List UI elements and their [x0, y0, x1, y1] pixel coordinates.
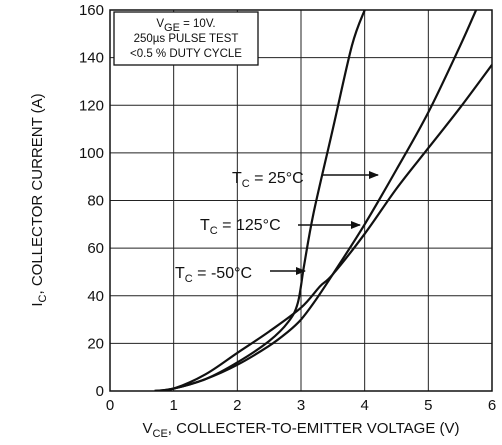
y-tick-label-1: 20	[87, 335, 104, 352]
x-tick-label-3: 3	[297, 397, 305, 414]
y-axis-title: IC, COLLECTOR CURRENT (A)	[29, 93, 49, 306]
x-tick-label-0: 0	[106, 397, 114, 414]
annotation-tc-minus-50c: TC = -50°C	[175, 265, 252, 285]
annotation-tc-125c: TC = 125°C	[200, 217, 281, 237]
conditions-line-2: <0.5 % DUTY CYCLE	[130, 48, 242, 60]
grid	[110, 10, 492, 391]
x-tick-label-2: 2	[233, 397, 241, 414]
y-tick-label-0: 0	[96, 383, 104, 400]
y-tick-label-8: 160	[79, 2, 104, 19]
y-tick-label-5: 100	[79, 145, 104, 162]
y-tick-label-7: 140	[79, 50, 104, 67]
annotation-tc-25c: TC = 25°C	[232, 170, 304, 190]
y-tick-label-3: 60	[87, 240, 104, 257]
conditions-box: VGE = 10V.250µs PULSE TEST<0.5 % DUTY CY…	[114, 12, 258, 65]
y-tick-label-2: 40	[87, 288, 104, 305]
x-axis-title: VCE, COLLECTER-TO-EMITTER VOLTAGE (V)	[143, 420, 460, 440]
x-tick-label-1: 1	[169, 397, 177, 414]
conditions-line-1: 250µs PULSE TEST	[134, 33, 239, 45]
annotations: TC = 25°C TC = 125°C TC = -50°C	[175, 170, 378, 285]
x-tick-label-6: 6	[488, 397, 496, 414]
x-tick-label-4: 4	[360, 397, 368, 414]
x-tick-label-5: 5	[424, 397, 432, 414]
y-tick-label-4: 80	[87, 193, 104, 210]
y-tick-label-6: 120	[79, 97, 104, 114]
